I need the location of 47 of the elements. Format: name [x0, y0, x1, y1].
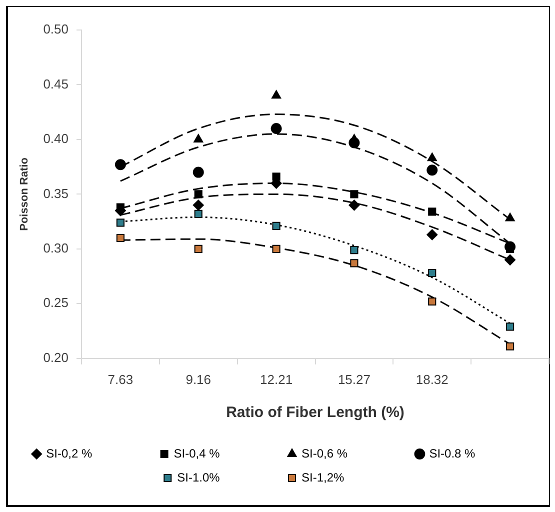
point	[116, 218, 124, 227]
x-tick-label: 12.21	[260, 372, 293, 387]
point	[271, 90, 282, 99]
point	[506, 322, 514, 331]
x-axis-title: Ratio of Fiber Length (%)	[226, 404, 404, 422]
point	[192, 166, 204, 178]
y-tick-label: 0.50	[43, 22, 68, 37]
point	[270, 123, 282, 134]
point	[348, 200, 360, 211]
y-tick-label: 0.25	[43, 295, 68, 310]
point	[194, 134, 204, 142]
legend-label: SI-1.0%	[177, 470, 277, 484]
point	[350, 190, 358, 198]
point	[192, 200, 204, 211]
y-tick-label: 0.30	[43, 240, 68, 256]
y-tick-label: 0.20	[43, 350, 68, 365]
point	[426, 164, 438, 176]
legend-label: SI-0,6 %	[302, 446, 404, 460]
y-tick-label: 0.35	[43, 186, 68, 201]
y-tick-label: 0.40	[43, 131, 68, 146]
point	[116, 234, 124, 242]
point	[194, 190, 202, 198]
point	[194, 244, 202, 253]
point	[114, 159, 126, 170]
point	[194, 210, 202, 218]
point	[506, 342, 514, 350]
point	[350, 246, 358, 254]
y-tick-label: 0.45	[43, 76, 68, 92]
point	[427, 152, 437, 162]
x-tick-label: 7.63	[108, 372, 134, 387]
x-tick-label: 18.32	[416, 372, 448, 387]
x-tick-label: 9.16	[186, 372, 212, 387]
legend-label: SI-0,2 %	[46, 446, 149, 460]
y-axis-title: Poisson Ratio	[18, 157, 31, 231]
legend-label: SI-0,4 %	[174, 446, 277, 460]
point	[426, 229, 438, 240]
point	[272, 222, 280, 230]
x-tick-label: 15.27	[338, 372, 370, 387]
point	[428, 268, 436, 278]
point	[428, 297, 436, 306]
legend-label: SI-0.8 %	[429, 446, 532, 460]
legend-label: SI-1,2%	[302, 470, 401, 484]
point	[428, 208, 436, 216]
point	[505, 212, 515, 222]
point	[504, 254, 516, 266]
point	[350, 259, 358, 268]
point	[272, 244, 280, 253]
